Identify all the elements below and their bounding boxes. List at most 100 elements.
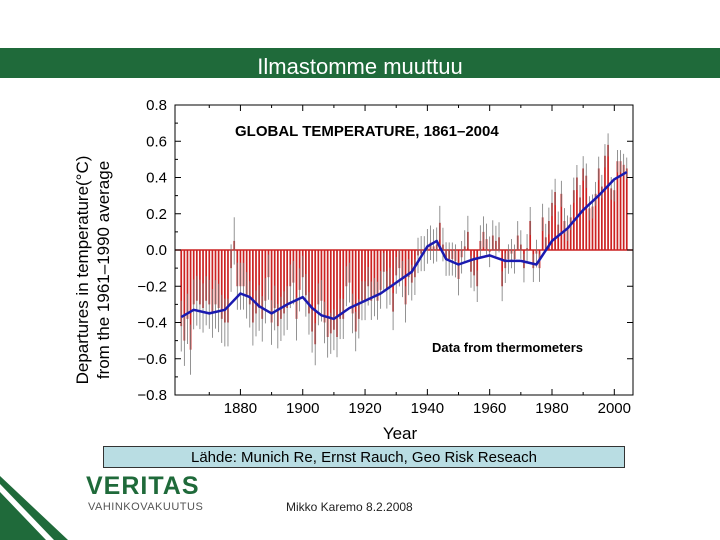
temperature-bar — [295, 250, 298, 319]
temperature-bar — [323, 250, 326, 323]
temperature-bar — [597, 168, 600, 250]
temperature-bar — [622, 164, 625, 250]
y-axis-label-line2: from the 1961–1990 average — [94, 161, 113, 379]
temperature-bar — [270, 250, 273, 323]
temperature-bar — [529, 221, 532, 250]
temperature-bar — [223, 250, 226, 323]
veritas-logo-subtitle: VAHINKOVAKUUTUS — [88, 501, 204, 513]
temperature-bar — [579, 197, 581, 250]
x-tick-label: 1980 — [535, 400, 568, 417]
temperature-bar — [314, 250, 317, 345]
temperature-bar — [220, 250, 223, 319]
temperature-bar — [370, 250, 373, 301]
temperature-bar — [392, 250, 394, 312]
temperature-bar — [286, 250, 289, 308]
x-tick-label: 1920 — [348, 400, 381, 417]
temperature-bar — [551, 202, 553, 250]
title-bar: Ilmastomme muuttuu — [0, 48, 720, 79]
temperature-bar — [376, 250, 379, 301]
x-tick-label: 1900 — [286, 400, 319, 417]
temperature-bar — [308, 250, 310, 314]
temperature-bar — [364, 250, 366, 301]
temperature-bar — [311, 250, 313, 332]
x-tick-label: 1880 — [224, 400, 257, 417]
temperature-bar — [264, 250, 267, 301]
temperature-bar — [214, 250, 217, 305]
temperature-bar — [283, 250, 285, 314]
x-tick-label: 1940 — [411, 400, 444, 417]
temperature-bar — [588, 208, 591, 250]
temperature-bar — [255, 250, 257, 314]
source-caption: Lähde: Munich Re, Ernst Rauch, Geo Risk … — [103, 446, 625, 468]
temperature-bar — [339, 250, 341, 319]
temperature-bar — [202, 250, 204, 308]
temperature-bar — [373, 250, 376, 298]
chart-annotation: Data from thermometers — [432, 340, 583, 355]
temperature-bar — [361, 250, 363, 301]
temperature-bar — [199, 250, 201, 305]
y-tick-label: −0.2 — [137, 278, 167, 295]
temperature-bar — [273, 250, 276, 308]
temperature-bar — [261, 250, 264, 319]
temperature-bar — [317, 250, 320, 305]
temperature-bar — [320, 250, 323, 301]
line-layer — [180, 171, 628, 321]
temperature-bar — [616, 161, 619, 250]
temperature-bar — [342, 250, 345, 319]
smoothed-curve — [180, 171, 628, 321]
y-tick-label: −0.4 — [137, 315, 167, 332]
temperature-bar — [613, 190, 616, 250]
temperature-bar — [548, 221, 550, 250]
y-tick-label: −0.6 — [137, 351, 167, 368]
temperature-bar — [569, 217, 572, 250]
y-tick-label: 0.4 — [146, 170, 167, 187]
x-axis-label: Year — [383, 424, 418, 443]
bar-layer — [180, 133, 628, 375]
temperature-bar — [280, 250, 282, 319]
y-axis-label-line1: Departures in temperature(°C) — [73, 156, 92, 385]
y-tick-label: 0.2 — [146, 206, 167, 223]
temperature-bar — [329, 250, 332, 334]
temperature-bar — [252, 250, 254, 323]
temperature-chart: 0.8 0.6 0.4 0.2 0.0 −0.2 −0.4 −0.6 −0.8 1880 1900 1… — [73, 97, 634, 443]
temperature-bar — [610, 188, 613, 250]
temperature-bar — [619, 161, 622, 250]
x-tick-label: 1960 — [473, 400, 506, 417]
temperature-bar — [625, 168, 628, 250]
temperature-bar — [541, 217, 544, 250]
temperature-bar — [604, 155, 606, 250]
temperature-bar — [205, 250, 208, 301]
temperature-bar — [560, 193, 563, 250]
slide-title: Ilmastomme muuttuu — [257, 54, 463, 79]
temperature-bar — [195, 250, 198, 301]
temperature-bar — [276, 250, 279, 327]
temperature-bar — [386, 250, 388, 290]
temperature-bar — [357, 250, 360, 319]
footer-credit: Mikko Karemo 8.2.2008 — [286, 500, 413, 514]
temperature-bar — [336, 250, 338, 337]
y-tick-label: 0.8 — [146, 97, 167, 114]
temperature-bar — [211, 250, 214, 314]
chart-title: GLOBAL TEMPERATURE, 1861–2004 — [235, 123, 499, 140]
temperature-bar — [351, 250, 354, 314]
temperature-bar — [192, 250, 195, 305]
temperature-bar — [326, 250, 329, 337]
temperature-bar — [594, 193, 597, 250]
temperature-bar — [585, 175, 588, 250]
veritas-logo-wordmark: VERITAS — [86, 472, 200, 500]
y-tick-label: 0.6 — [146, 133, 167, 150]
temperature-bar — [476, 250, 479, 287]
temperature-bar — [180, 250, 183, 327]
temperature-bar — [563, 221, 566, 250]
temperature-bar — [379, 250, 382, 290]
y-tick-label: −0.8 — [137, 387, 167, 404]
temperature-bar — [591, 206, 594, 250]
temperature-bar — [354, 250, 357, 332]
temperature-bar — [258, 250, 260, 308]
veritas-logo-triangle-icon — [0, 476, 68, 540]
x-tick-label: 2000 — [598, 400, 631, 417]
temperature-bar — [600, 186, 603, 250]
temperature-bar — [554, 192, 556, 250]
temperature-bar — [333, 250, 335, 330]
temperature-bar — [305, 250, 307, 296]
